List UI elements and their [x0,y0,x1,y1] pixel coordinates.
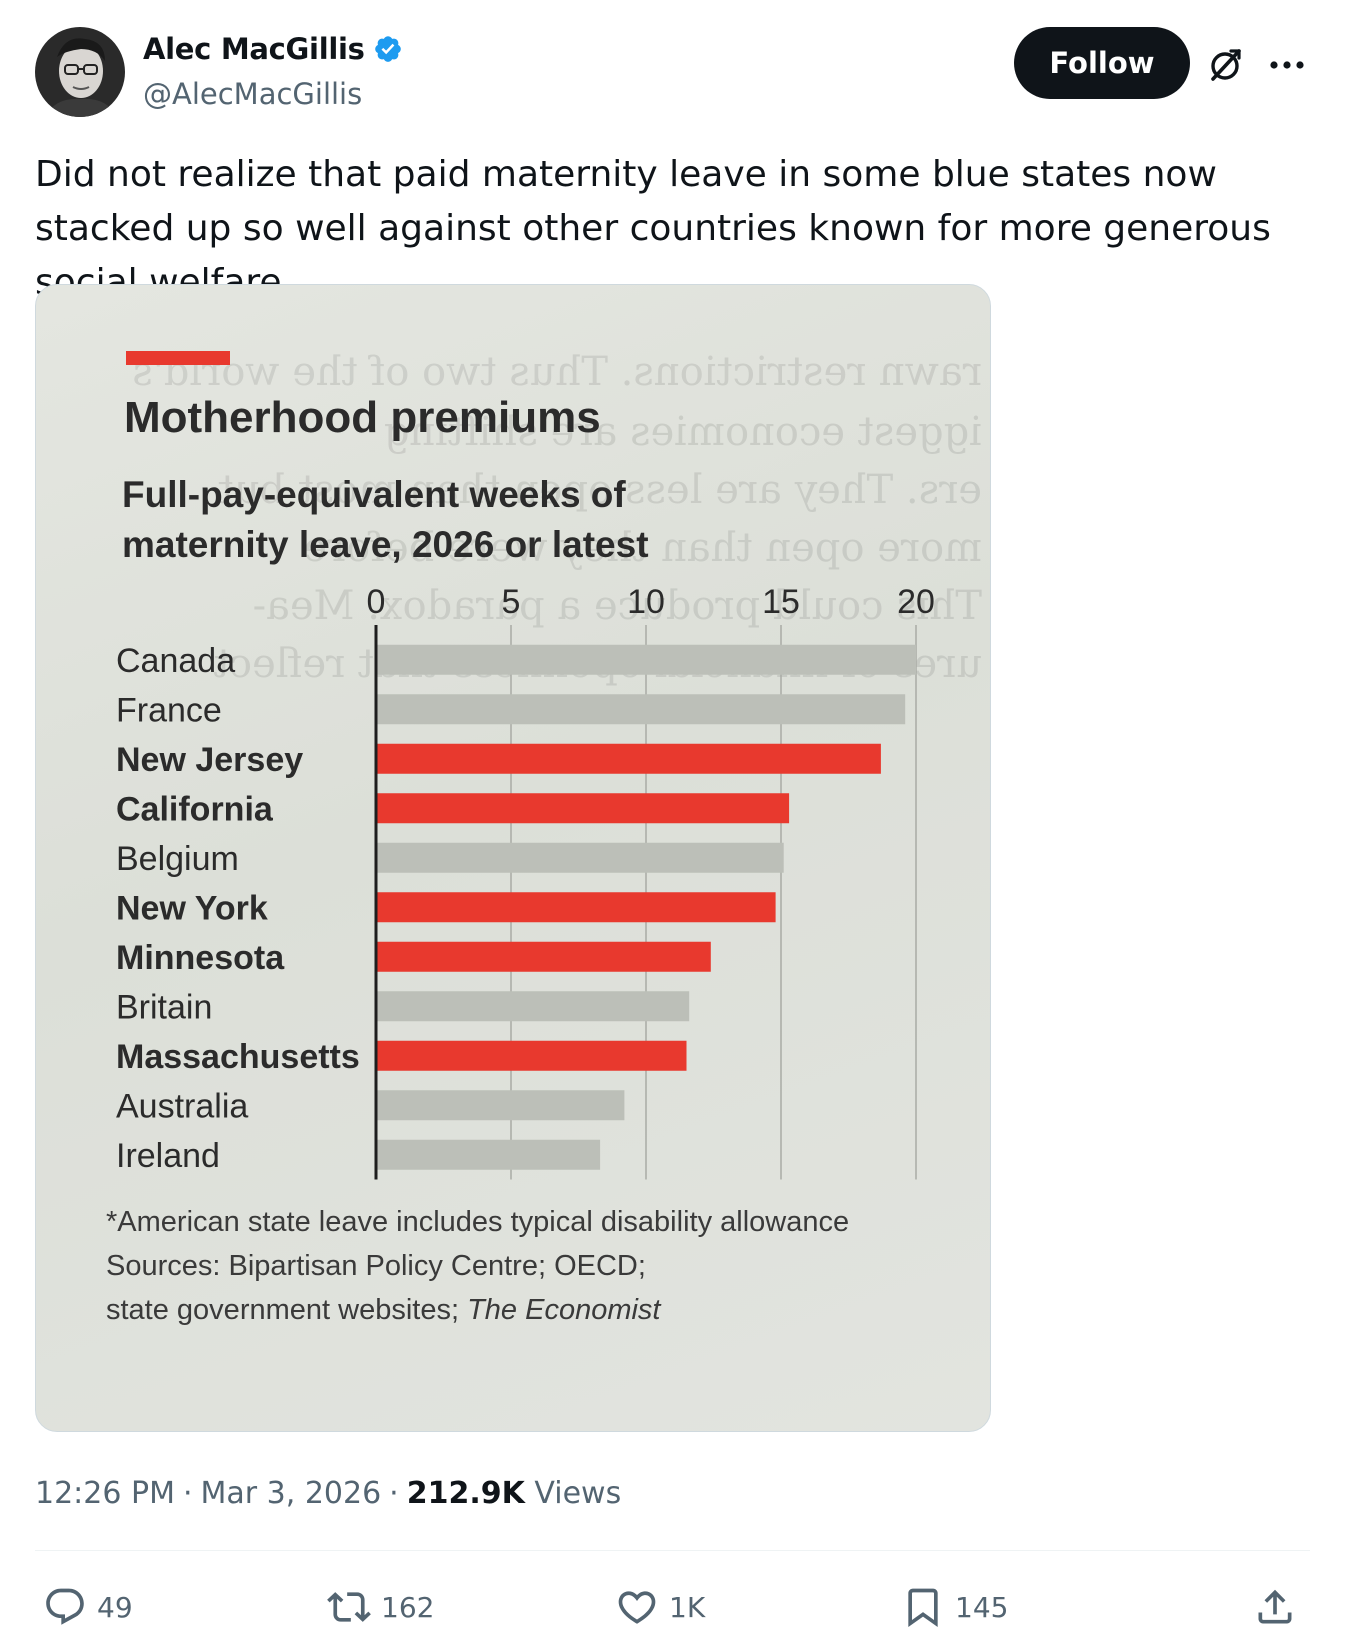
chart-sources-line2: state government websites; The Economist [106,1294,662,1326]
chart-subtitle-line1: Full-pay-equivalent weeks of [122,474,626,515]
more-options-icon[interactable] [1267,45,1307,85]
category-label: France [116,691,222,729]
chart-sources-line2-italic: The Economist [467,1294,662,1326]
chart-sources-line1: Sources: Bipartisan Policy Centre; OECD; [106,1250,646,1282]
bookmark-icon [908,1588,938,1628]
follow-button[interactable]: Follow [1014,27,1190,99]
category-label: New Jersey [116,741,303,779]
bleed-through-texture: rawn restrictions. Thus two of the world… [132,349,982,687]
category-label: New York [116,889,268,927]
x-tick-label: 0 [367,583,386,621]
meta-separator: · [389,1476,399,1511]
tweet-date[interactable]: Mar 3, 2026 [200,1476,382,1511]
chart-sources-line2-prefix: state government websites; [106,1294,467,1326]
category-label: Canada [116,642,235,680]
bar [376,941,711,972]
bar [376,1090,625,1121]
svg-text:rawn restrictions. Thus two of: rawn restrictions. Thus two of the world… [132,349,982,395]
bookmark-button[interactable]: 145 [901,1582,1008,1632]
bar [376,1139,601,1170]
meta-separator: · [182,1476,193,1511]
bar [376,743,881,774]
x-tick-label: 20 [897,583,935,621]
repost-button[interactable]: 162 [327,1582,434,1632]
x-tick-label: 10 [627,583,665,621]
chart-subtitle-line2: maternity leave, 2026 or latest [122,524,649,565]
svg-text:This could produce a paradox.: This could produce a paradox. Mea- [253,583,982,629]
x-tick-label: 15 [762,583,800,621]
grok-icon[interactable] [1205,45,1245,85]
divider [35,1550,1310,1551]
svg-text:more open than they were befor: more open than they were before [303,525,982,571]
reply-count: 49 [97,1590,133,1624]
tweet-meta: 12:26 PM · Mar 3, 2026 · 212.9K Views [35,1476,621,1511]
views-label: Views [534,1476,622,1511]
share-button[interactable] [1253,1582,1297,1632]
bar-chart: rawn restrictions. Thus two of the world… [106,349,982,1326]
author-display-name[interactable]: Alec MacGillis [143,32,365,66]
like-count: 1K [669,1590,706,1624]
avatar[interactable] [35,27,125,117]
tweet-header: Alec MacGillis @AlecMacGillis Follow [35,27,1310,117]
verified-badge-icon [374,36,401,62]
category-label: Belgium [116,840,239,878]
action-bar: 49 162 1K 145 [35,1582,1310,1632]
tweet-media-image[interactable]: rawn restrictions. Thus two of the world… [35,284,991,1432]
category-label: Australia [116,1087,248,1125]
author-handle[interactable]: @AlecMacGillis [143,77,363,111]
chart-title: Motherhood premiums [124,393,601,442]
category-label: Ireland [116,1137,220,1175]
heart-icon [618,1591,656,1624]
bookmark-count: 145 [955,1590,1009,1624]
bar [376,991,690,1022]
repost-icon [327,1592,371,1622]
category-label: Minnesota [116,939,285,977]
bar [376,793,790,824]
category-label: Britain [116,988,212,1026]
bar [376,842,784,873]
bar [376,892,776,923]
economist-red-tag [126,351,230,365]
svg-text:iggest economies are shiftin: iggest economies are shifting [384,409,982,455]
like-button[interactable]: 1K [615,1582,705,1632]
svg-text:ers. They are less open than m: ers. They are less open than most but [217,467,982,513]
reply-button[interactable]: 49 [43,1582,133,1632]
category-label: California [116,790,274,828]
bar [376,694,906,725]
bar [376,644,916,675]
x-tick-label: 5 [502,583,521,621]
category-label: Massachusetts [116,1038,360,1076]
tweet-time[interactable]: 12:26 PM [35,1476,175,1511]
repost-count: 162 [381,1590,435,1624]
bar [376,1040,687,1071]
chart-footnote: *American state leave includes typical d… [106,1206,849,1238]
share-icon [1258,1589,1292,1624]
views-count: 212.9K [406,1476,525,1511]
reply-icon [46,1588,84,1625]
